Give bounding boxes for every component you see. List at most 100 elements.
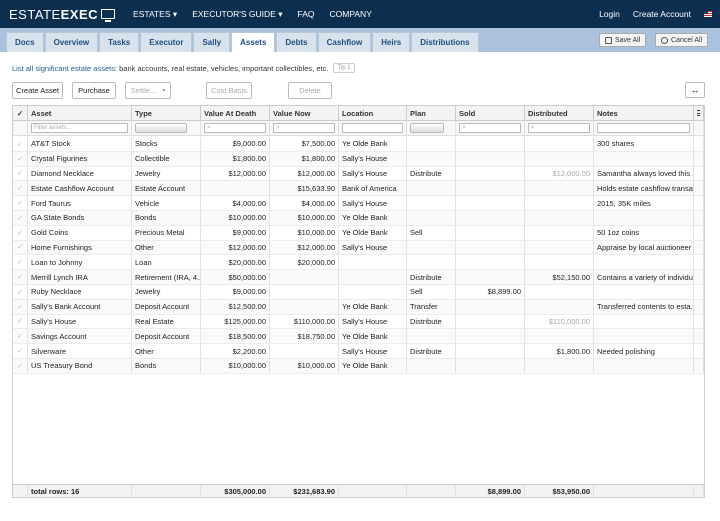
cell-type[interactable]: Deposit Account: [132, 299, 201, 314]
location-filter[interactable]: [342, 123, 403, 133]
column-menu-icon[interactable]: [694, 106, 704, 120]
cell-sold[interactable]: [456, 255, 525, 270]
cell-loc[interactable]: [339, 285, 407, 299]
cell-dist[interactable]: $110,000.00: [525, 314, 594, 329]
table-row[interactable]: ✓ Gold Coins Precious Metal $9,000.00 $10,00…: [13, 225, 704, 241]
cell-plan[interactable]: [407, 137, 456, 151]
cell-sold[interactable]: [456, 344, 525, 358]
plan-filter-select[interactable]: [410, 123, 444, 133]
cell-vad[interactable]: $4,000.00: [201, 196, 270, 210]
cell-asset[interactable]: Ford Taurus: [28, 196, 132, 210]
cell-dist[interactable]: [525, 285, 594, 299]
cell-type[interactable]: Loan: [132, 255, 201, 270]
cell-dist[interactable]: [525, 211, 594, 225]
instruction-link[interactable]: List all significant estate assets: [12, 63, 115, 73]
nav-login[interactable]: Login: [599, 9, 620, 19]
tab-tasks[interactable]: Tasks: [99, 32, 140, 52]
cell-notes[interactable]: [594, 359, 694, 373]
cell-asset[interactable]: Gold Coins: [28, 225, 132, 240]
cell-sold[interactable]: $8,899.00: [456, 285, 525, 299]
table-row[interactable]: ✓ GA State Bonds Bonds $10,000.00 $10,000.00…: [13, 211, 704, 226]
cell-loc[interactable]: Sally's House: [339, 314, 407, 329]
cell-dist[interactable]: [525, 329, 594, 344]
cell-loc[interactable]: [339, 255, 407, 270]
cell-loc[interactable]: Ye Olde Bank: [339, 329, 407, 344]
cell-type[interactable]: Stocks: [132, 137, 201, 151]
row-checkbox[interactable]: ✓: [13, 196, 28, 210]
cell-loc[interactable]: Ye Olde Bank: [339, 211, 407, 225]
cell-loc[interactable]: Ye Olde Bank: [339, 359, 407, 373]
table-row[interactable]: ✓ Ford Taurus Vehicle $4,000.00 $4,000.00 Sal…: [13, 196, 704, 211]
cell-dist[interactable]: [525, 255, 594, 270]
cell-dist[interactable]: [525, 359, 594, 373]
cell-vnow[interactable]: [270, 299, 339, 314]
row-checkbox[interactable]: ✓: [13, 240, 28, 255]
table-row[interactable]: ✓ Diamond Necklace Jewelry $12,000.00 $12,00…: [13, 166, 704, 182]
cell-vnow[interactable]: $10,000.00: [270, 225, 339, 240]
cell-plan[interactable]: [407, 211, 456, 225]
cell-sold[interactable]: [456, 196, 525, 210]
cell-asset[interactable]: Crystal Figurines: [28, 151, 132, 166]
col-location[interactable]: Location: [339, 106, 407, 120]
cell-dist[interactable]: $1,800.00: [525, 344, 594, 358]
row-checkbox[interactable]: ✓: [13, 299, 28, 314]
save-all-button[interactable]: Save All: [599, 33, 647, 47]
cell-plan[interactable]: Distribute: [407, 270, 456, 284]
cell-vnow[interactable]: $12,000.00: [270, 240, 339, 255]
row-checkbox[interactable]: ✓: [13, 166, 28, 181]
table-row[interactable]: ✓ Merrill Lynch IRA Retirement (IRA, 4... $…: [13, 270, 704, 285]
cell-vad[interactable]: $18,500.00: [201, 329, 270, 344]
cell-plan[interactable]: Sell: [407, 285, 456, 299]
select-all-checkbox[interactable]: ✓: [13, 106, 28, 120]
cell-plan[interactable]: [407, 151, 456, 166]
nav-estates[interactable]: ESTATES ▾: [133, 8, 178, 19]
cell-asset[interactable]: Merrill Lynch IRA: [28, 270, 132, 284]
tab-distributions[interactable]: Distributions: [411, 32, 479, 52]
cell-dist[interactable]: $12,000.00: [525, 166, 594, 181]
cell-notes[interactable]: [594, 285, 694, 299]
tab-debts[interactable]: Debts: [276, 32, 317, 52]
tab-docs[interactable]: Docs: [6, 32, 44, 52]
row-checkbox[interactable]: ✓: [13, 225, 28, 240]
cell-asset[interactable]: Home Furnishings: [28, 240, 132, 255]
table-row[interactable]: ✓ Savings Account Deposit Account $18,500.0…: [13, 329, 704, 345]
cell-vad[interactable]: $12,000.00: [201, 166, 270, 181]
nav-faq[interactable]: FAQ: [297, 8, 315, 19]
table-row[interactable]: ✓ US Treasury Bond Bonds $10,000.00 $10,000.…: [13, 359, 704, 374]
delete-button[interactable]: Delete: [288, 82, 332, 99]
cell-type[interactable]: Jewelry: [132, 285, 201, 299]
asset-filter-input[interactable]: Filter assets...: [31, 123, 128, 133]
notes-filter[interactable]: [597, 123, 690, 133]
cell-sold[interactable]: [456, 181, 525, 196]
type-filter-select[interactable]: [135, 123, 187, 133]
cell-plan[interactable]: [407, 255, 456, 270]
row-checkbox[interactable]: ✓: [13, 181, 28, 196]
row-checkbox[interactable]: ✓: [13, 270, 28, 284]
cell-vnow[interactable]: $110,000.00: [270, 314, 339, 329]
cell-sold[interactable]: [456, 299, 525, 314]
row-checkbox[interactable]: ✓: [13, 137, 28, 151]
row-checkbox[interactable]: ✓: [13, 285, 28, 299]
col-type[interactable]: Type: [132, 106, 201, 120]
cell-plan[interactable]: Sell: [407, 225, 456, 240]
table-row[interactable]: ✓ Silverware Other $2,200.00 Sally's House Di…: [13, 344, 704, 359]
row-checkbox[interactable]: ✓: [13, 329, 28, 344]
cell-sold[interactable]: [456, 225, 525, 240]
table-row[interactable]: ✓ AT&T Stock Stocks $9,000.00 $7,500.00 Ye Ol…: [13, 137, 704, 152]
cell-sold[interactable]: [456, 240, 525, 255]
table-row[interactable]: ✓ Crystal Figurines Collectible $1,800.00 $1…: [13, 151, 704, 167]
value-at-death-filter[interactable]: >: [204, 123, 266, 133]
cell-vad[interactable]: $2,200.00: [201, 344, 270, 358]
cell-type[interactable]: Deposit Account: [132, 329, 201, 344]
cost-basis-button[interactable]: Cost Basis: [206, 82, 252, 99]
cell-asset[interactable]: AT&T Stock: [28, 137, 132, 151]
expand-icon[interactable]: ↔: [685, 82, 705, 98]
cell-vnow[interactable]: [270, 344, 339, 358]
cell-dist[interactable]: [525, 225, 594, 240]
tab-sally[interactable]: Sally: [193, 32, 231, 52]
cell-vnow[interactable]: $18,750.00: [270, 329, 339, 344]
cell-type[interactable]: Retirement (IRA, 4...: [132, 270, 201, 284]
cell-asset[interactable]: Ruby Necklace: [28, 285, 132, 299]
nav-create-account[interactable]: Create Account: [632, 9, 691, 19]
cell-notes[interactable]: 300 shares: [594, 137, 694, 151]
